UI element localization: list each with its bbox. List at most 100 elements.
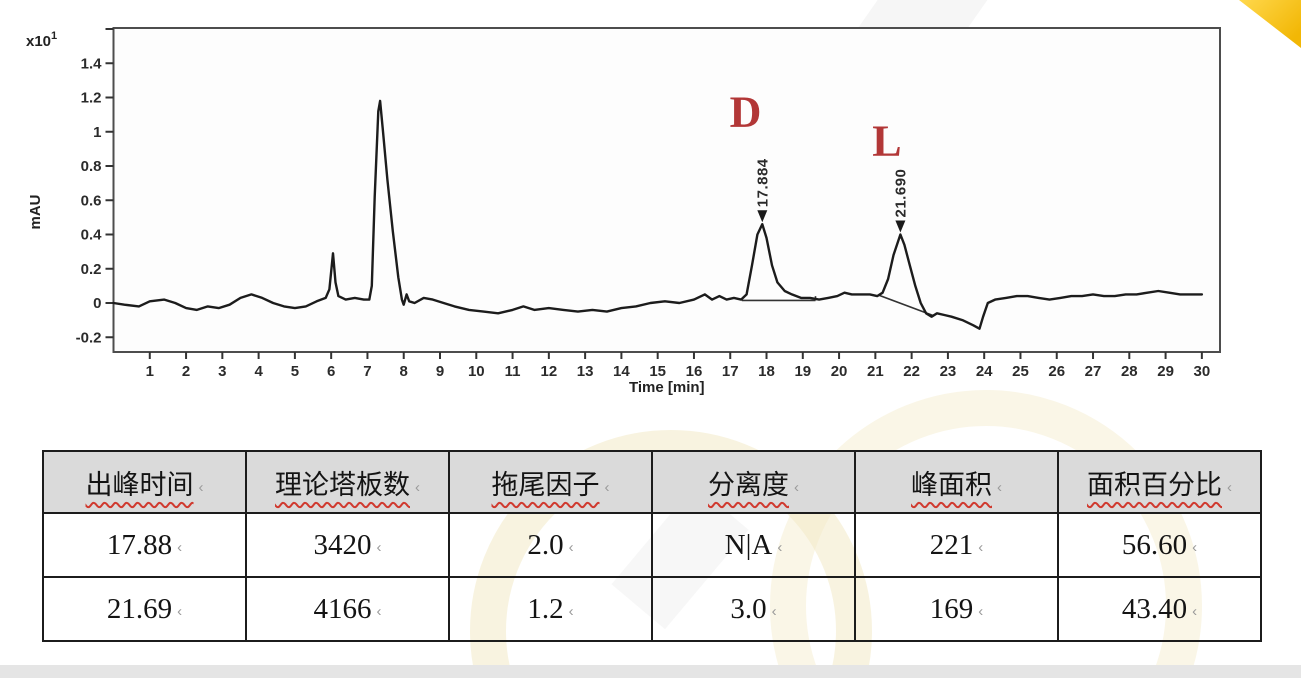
x-axis-tick-label: 12 bbox=[541, 363, 558, 380]
table-cell: 3.0 ‹ bbox=[651, 576, 856, 642]
y-axis-tick-label: 1.2 bbox=[81, 90, 102, 107]
chromatogram-trace bbox=[112, 99, 1204, 330]
table-header-cell: 拖尾因子 ‹ bbox=[448, 450, 653, 514]
plot-frame bbox=[112, 27, 1221, 353]
table-cell: 1.2 ‹ bbox=[448, 576, 653, 642]
table-cell-value: 3.0 bbox=[730, 592, 767, 625]
x-axis-tick-label: 1 bbox=[146, 363, 154, 380]
cell-end-mark-icon: ‹ bbox=[777, 538, 783, 556]
y-axis-tick-label: 1 bbox=[93, 124, 101, 141]
table-header-cell: 峰面积 ‹ bbox=[854, 450, 1059, 514]
x-axis-tick-label: 18 bbox=[758, 363, 775, 380]
table-cell-value: 3420 bbox=[313, 528, 372, 561]
y-axis-tick-label: -0.2 bbox=[76, 329, 102, 346]
table-header-text: 面积百分比 bbox=[1087, 469, 1222, 500]
y-axis-tick-label: 0 bbox=[93, 295, 101, 312]
table-cell: 43.40 ‹ bbox=[1057, 576, 1262, 642]
x-axis-tick-label: 3 bbox=[218, 363, 226, 380]
table-cell-value: N|A bbox=[724, 528, 773, 561]
cell-end-mark-icon: ‹ bbox=[177, 538, 183, 556]
cell-end-mark-icon: ‹ bbox=[978, 538, 984, 556]
table-cell: 56.60 ‹ bbox=[1057, 512, 1262, 578]
cell-end-mark-icon: ‹ bbox=[177, 602, 183, 620]
x-axis-tick-label: 6 bbox=[327, 363, 335, 380]
x-axis-tick-label: 9 bbox=[436, 363, 444, 380]
peak-letter-L: L bbox=[872, 117, 901, 166]
table-cell: 4166 ‹ bbox=[245, 576, 450, 642]
results-table: 出峰时间 ‹ 理论塔板数 ‹ 拖尾因子 ‹ 分离度 ‹ 峰面积 ‹ 面积百分比 ‹ 17.88 ‹ 342… bbox=[42, 450, 1262, 642]
peak-letter-D: D bbox=[730, 88, 762, 137]
table-cell: 2.0 ‹ bbox=[448, 512, 653, 578]
x-axis-tick-label: 14 bbox=[613, 363, 630, 380]
table-cell-value: 56.60 bbox=[1121, 528, 1188, 561]
cell-end-mark-icon: ‹ bbox=[794, 478, 799, 496]
table-cell-value: 221 bbox=[929, 528, 974, 561]
table-header-cell: 分离度 ‹ bbox=[651, 450, 856, 514]
cell-end-mark-icon: ‹ bbox=[376, 602, 382, 620]
cell-end-mark-icon: ‹ bbox=[1192, 538, 1198, 556]
cell-end-mark-icon: ‹ bbox=[1227, 478, 1232, 496]
peak-apex-arrow-icon bbox=[757, 210, 768, 223]
page-bottom-band bbox=[0, 665, 1301, 678]
y-axis-tick-label: 1.4 bbox=[81, 55, 103, 72]
x-axis-tick-label: 30 bbox=[1194, 363, 1211, 380]
table-cell: 221 ‹ bbox=[854, 512, 1059, 578]
cell-end-mark-icon: ‹ bbox=[771, 602, 777, 620]
table-cell: 3420 ‹ bbox=[245, 512, 450, 578]
x-axis-tick-label: 28 bbox=[1121, 363, 1138, 380]
x-axis-tick-label: 8 bbox=[400, 363, 408, 380]
x-axis-tick-label: 19 bbox=[794, 363, 811, 380]
x-axis-title: Time [min] bbox=[629, 379, 705, 396]
cell-end-mark-icon: ‹ bbox=[997, 478, 1002, 496]
table-header-cell: 面积百分比 ‹ bbox=[1057, 450, 1262, 514]
y-axis-tick-label: 0.6 bbox=[81, 192, 102, 209]
x-axis-tick-label: 5 bbox=[291, 363, 299, 380]
table-cell: 17.88 ‹ bbox=[42, 512, 247, 578]
table-cell-value: 169 bbox=[929, 592, 974, 625]
table-cell-value: 43.40 bbox=[1121, 592, 1188, 625]
x-axis-tick-label: 27 bbox=[1085, 363, 1102, 380]
table-cell-value: 2.0 bbox=[527, 528, 564, 561]
table-header-cell: 理论塔板数 ‹ bbox=[245, 450, 450, 514]
x-axis-tick-label: 25 bbox=[1012, 363, 1029, 380]
x-axis-tick-label: 4 bbox=[254, 363, 263, 380]
x-axis-tick-label: 16 bbox=[686, 363, 703, 380]
y-axis-title: mAU bbox=[27, 194, 44, 229]
x-axis-tick-label: 15 bbox=[649, 363, 666, 380]
x-axis-tick-label: 21 bbox=[867, 363, 884, 380]
table-header-cell: 出峰时间 ‹ bbox=[42, 450, 247, 514]
table-cell: N|A ‹ bbox=[651, 512, 856, 578]
table-cell: 169 ‹ bbox=[854, 576, 1059, 642]
table-header-row: 出峰时间 ‹ 理论塔板数 ‹ 拖尾因子 ‹ 分离度 ‹ 峰面积 ‹ 面积百分比 ‹ bbox=[42, 450, 1262, 514]
table-cell-value: 1.2 bbox=[527, 592, 564, 625]
x-axis-tick-label: 29 bbox=[1157, 363, 1174, 380]
peak-retention-time-label: 21.690 bbox=[892, 169, 909, 218]
table-header-text: 理论塔板数 bbox=[275, 469, 410, 500]
x-axis-tick-label: 22 bbox=[903, 363, 920, 380]
table-header-text: 峰面积 bbox=[911, 469, 992, 500]
x-axis-tick-label: 11 bbox=[505, 363, 521, 380]
table-header-text: 出峰时间 bbox=[85, 469, 194, 500]
y-axis-tick-label: 0.8 bbox=[81, 158, 102, 175]
x-axis-tick-label: 26 bbox=[1048, 363, 1065, 380]
x-axis-tick-label: 24 bbox=[976, 363, 993, 380]
cell-end-mark-icon: ‹ bbox=[604, 478, 610, 496]
table-cell-value: 21.69 bbox=[106, 592, 173, 625]
table-cell: 21.69 ‹ bbox=[42, 576, 247, 642]
cell-end-mark-icon: ‹ bbox=[568, 602, 574, 620]
x-axis-tick-label: 23 bbox=[940, 363, 957, 380]
y-axis-tick-label: 0.2 bbox=[81, 261, 102, 278]
cell-end-mark-icon: ‹ bbox=[376, 538, 382, 556]
table-row: 17.88 ‹ 3420 ‹ 2.0 ‹ N|A ‹ 221 ‹ 56.60 ‹ bbox=[42, 512, 1262, 578]
cell-end-mark-icon: ‹ bbox=[568, 538, 574, 556]
x-axis-tick-label: 20 bbox=[831, 363, 848, 380]
table-cell-value: 4166 bbox=[313, 592, 372, 625]
peak-apex-arrow-icon bbox=[895, 220, 906, 233]
y-axis-multiplier: x101 bbox=[26, 30, 57, 50]
table-cell-value: 17.88 bbox=[106, 528, 173, 561]
table-row: 21.69 ‹ 4166 ‹ 1.2 ‹ 3.0 ‹ 169 ‹ 43.40 ‹ bbox=[42, 576, 1262, 642]
peak-retention-time-label: 17.884 bbox=[754, 158, 771, 207]
table-header-text: 分离度 bbox=[708, 469, 789, 500]
cell-end-mark-icon: ‹ bbox=[415, 478, 420, 496]
